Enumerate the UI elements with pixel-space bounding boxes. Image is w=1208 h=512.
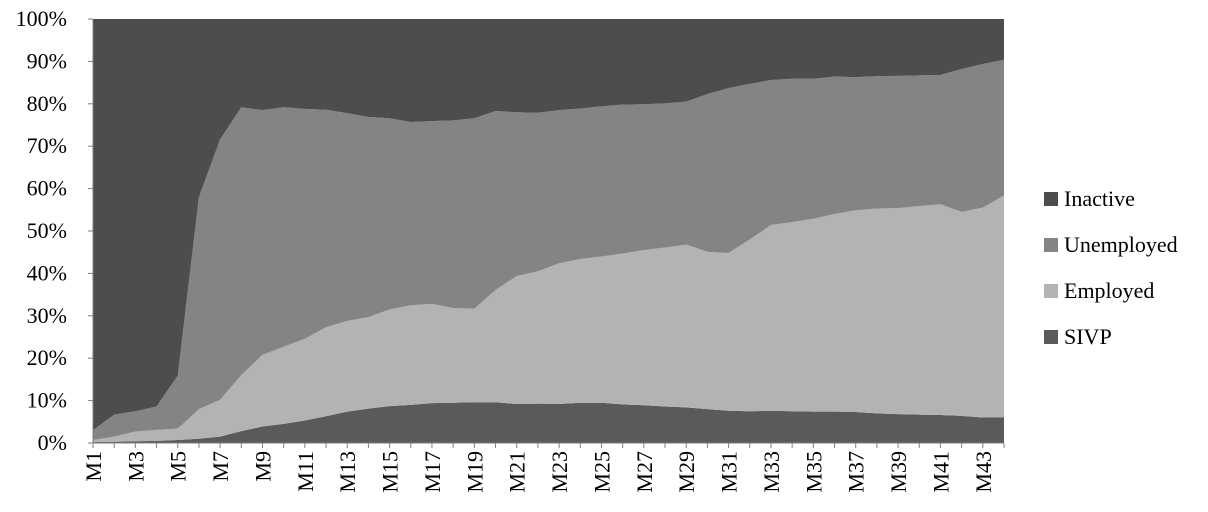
legend-label: Employed	[1064, 278, 1155, 303]
y-tick-label: 40%	[27, 260, 67, 285]
legend-swatch	[1044, 330, 1058, 344]
legend-label: SIVP	[1064, 324, 1112, 349]
x-tick-label: M1	[81, 451, 106, 482]
x-tick-label: M39	[886, 451, 911, 493]
x-tick-label: M41	[928, 451, 953, 493]
x-tick-label: M17	[420, 451, 445, 493]
x-tick-label: M29	[674, 451, 699, 493]
x-tick-label: M15	[378, 451, 403, 493]
x-axis: M1 M3 M5 M7 M9 M11 M13 M15 M17 M19 M21 M23 M25 M27 M29…	[81, 442, 1005, 493]
x-tick-label: M25	[589, 451, 614, 493]
x-tick-label: M23	[547, 451, 572, 493]
y-tick-label: 50%	[27, 218, 67, 243]
legend-swatch	[1044, 192, 1058, 206]
x-tick-label: M21	[505, 451, 530, 493]
x-tick-label: M27	[632, 451, 657, 493]
y-tick-label: 100%	[16, 6, 67, 31]
x-tick-label: M35	[801, 451, 826, 493]
y-tick-label: 70%	[27, 133, 67, 158]
y-tick-label: 60%	[27, 176, 67, 201]
y-tick-label: 10%	[27, 388, 67, 413]
legend-label: Unemployed	[1064, 232, 1178, 257]
legend-swatch	[1044, 238, 1058, 252]
series-area-employed	[93, 195, 1004, 443]
series-area-sivp	[93, 402, 1004, 443]
plot-area	[93, 19, 1004, 443]
legend-item-employed: Employed	[1044, 268, 1178, 314]
x-tick-label: M5	[166, 451, 191, 482]
y-tick-label: 0%	[38, 430, 67, 455]
y-tick-label: 80%	[27, 91, 67, 116]
series-area-inactive	[93, 19, 1004, 431]
legend-swatch	[1044, 284, 1058, 298]
x-tick-label: M19	[462, 451, 487, 493]
x-tick-label: M3	[123, 451, 148, 482]
x-tick-label: M11	[293, 451, 318, 492]
x-tick-label: M43	[971, 451, 996, 493]
legend: Inactive Unemployed Employed SIVP	[1044, 176, 1178, 360]
legend-item-sivp: SIVP	[1044, 314, 1178, 360]
legend-item-inactive: Inactive	[1044, 176, 1178, 222]
x-tick-label: M37	[844, 451, 869, 493]
x-tick-label: M13	[335, 451, 360, 493]
y-tick-label: 20%	[27, 345, 67, 370]
series-area-unemployed	[93, 59, 1004, 441]
x-tick-label: M33	[759, 451, 784, 493]
x-tick-label: M9	[250, 451, 275, 482]
y-tick-label: 30%	[27, 303, 67, 328]
y-tick-label: 90%	[27, 48, 67, 73]
x-tick-label: M31	[717, 451, 742, 493]
x-tick-label: M7	[208, 451, 233, 482]
legend-label: Inactive	[1064, 186, 1135, 211]
y-axis: 0% 10% 20% 30% 40% 50% 60% 70% 80% 90% 100%	[16, 6, 94, 455]
legend-item-unemployed: Unemployed	[1044, 222, 1178, 268]
